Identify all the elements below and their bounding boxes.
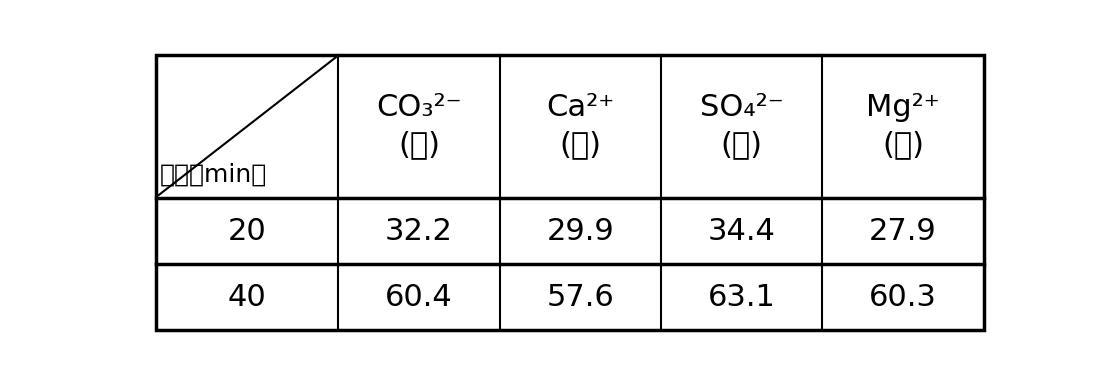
Text: 时间（min）: 时间（min） [160, 163, 267, 187]
Text: Mg²⁺: Mg²⁺ [866, 93, 940, 122]
Text: 20: 20 [228, 216, 267, 245]
Text: Ca²⁺: Ca²⁺ [546, 93, 614, 122]
Text: 27.9: 27.9 [868, 216, 936, 245]
Text: CO₃²⁻: CO₃²⁻ [376, 93, 461, 122]
Text: (％): (％) [721, 130, 763, 159]
Text: 34.4: 34.4 [707, 216, 775, 245]
Text: (％): (％) [398, 130, 440, 159]
Text: 40: 40 [228, 283, 267, 312]
Text: 32.2: 32.2 [385, 216, 453, 245]
Text: (％): (％) [882, 130, 924, 159]
Text: 57.6: 57.6 [546, 283, 614, 312]
Text: 63.1: 63.1 [707, 283, 775, 312]
Text: 29.9: 29.9 [546, 216, 614, 245]
Text: (％): (％) [559, 130, 602, 159]
Text: 60.4: 60.4 [385, 283, 453, 312]
Text: 60.3: 60.3 [868, 283, 936, 312]
Text: SO₄²⁻: SO₄²⁻ [699, 93, 784, 122]
